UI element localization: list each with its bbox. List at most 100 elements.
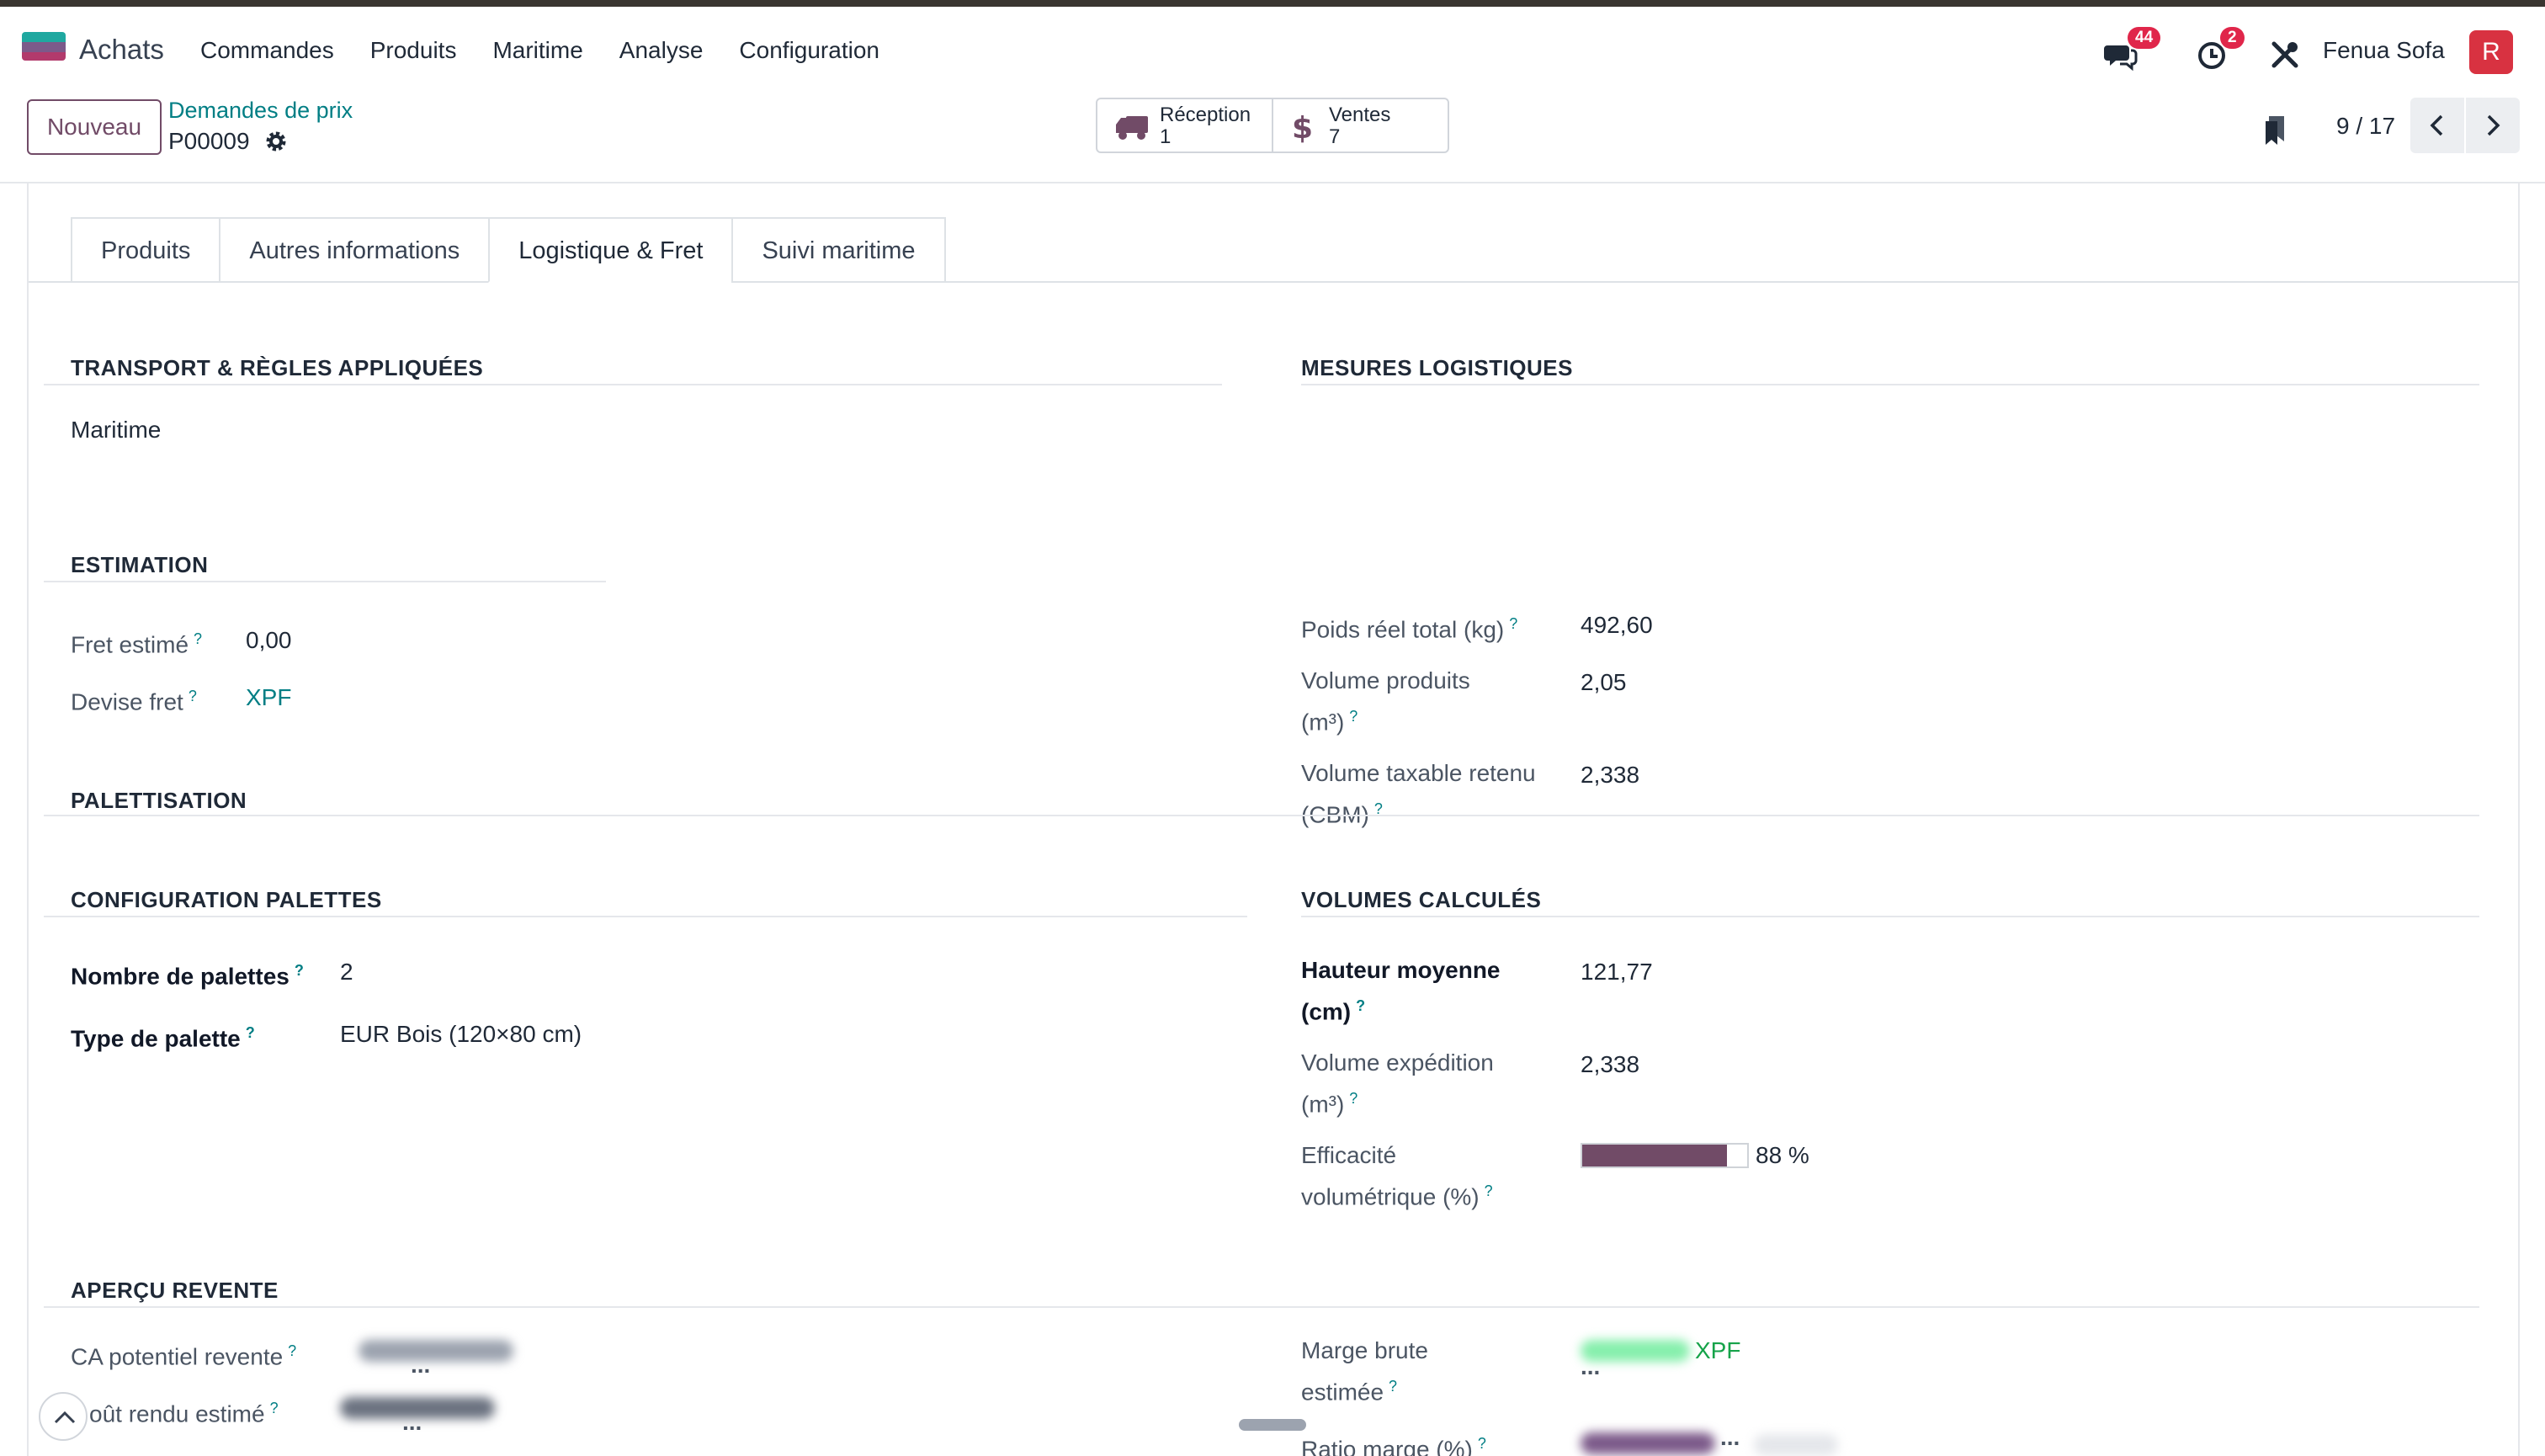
gear-icon[interactable] (264, 130, 288, 153)
volume-taxable-value: 2,338 (1581, 762, 1640, 788)
efficacite-label-l2: volumétrique (%) (1301, 1183, 1480, 1210)
user-avatar[interactable]: R (2469, 30, 2513, 74)
truck-icon (1116, 116, 1148, 140)
smart-button-reception[interactable]: Réception 1 (1097, 99, 1272, 151)
activity-badge: 2 (2220, 27, 2245, 49)
breadcrumb-link[interactable]: Demandes de prix (168, 98, 353, 123)
cout-rendu-value-loading (340, 1397, 495, 1419)
devise-fret-value[interactable]: XPF (246, 684, 292, 710)
reception-label: Réception (1160, 104, 1251, 126)
bottom-drag-handle[interactable] (1239, 1419, 1306, 1431)
cout-rendu-label-text: oût rendu estimé (89, 1400, 265, 1427)
section-divider (44, 384, 1222, 385)
ratio-marge-label: Ratio marge (%)? (1301, 1426, 1486, 1456)
hauteur-moyenne-label: Hauteur moyenne (cm)? (1301, 957, 1501, 1025)
volume-produits-label-l1: Volume produits (1301, 667, 1470, 693)
section-title-mesures: MESURES LOGISTIQUES (1301, 355, 1573, 380)
efficacite-progress-bar (1581, 1143, 1749, 1168)
efficacite-progress-fill (1582, 1145, 1728, 1166)
ratio-marge-value-loading (1581, 1432, 1715, 1454)
section-divider (1301, 916, 2479, 917)
section-divider (44, 815, 2479, 816)
pager-next-button[interactable] (2466, 98, 2520, 153)
fret-estime-value[interactable]: 0,00 (246, 627, 292, 653)
marge-brute-ellipsis: ... (1581, 1353, 1601, 1379)
section-title-revente: APERÇU REVENTE (71, 1278, 279, 1303)
ca-potentiel-value-loading (359, 1340, 513, 1362)
ratio-marge-label-text: Ratio marge (%) (1301, 1436, 1473, 1456)
svg-text:$: $ (1292, 111, 1313, 143)
efficacite-label: Efficacité volumétrique (%)? (1301, 1142, 1493, 1210)
scroll-to-top-button[interactable] (39, 1392, 88, 1441)
bookmark-icon[interactable] (2261, 113, 2289, 146)
section-divider (44, 581, 606, 582)
dollar-icon: $ (1292, 111, 1313, 143)
pager-value[interactable]: 9 / 17 (2336, 113, 2396, 139)
marge-brute-label-l1: Marge brute (1301, 1337, 1428, 1363)
ca-potentiel-label: CA potentiel revente? (71, 1342, 297, 1370)
new-button[interactable]: Nouveau (27, 99, 162, 155)
menu-item-analyse[interactable]: Analyse (619, 37, 704, 63)
hauteur-moyenne-value: 121,77 (1581, 959, 1653, 985)
section-title-config-palettes: CONFIGURATION PALETTES (71, 887, 382, 912)
type-palette-value[interactable]: EUR Bois (120×80 cm) (340, 1021, 582, 1047)
section-divider (44, 916, 1247, 917)
section-divider (1301, 384, 2479, 385)
clock-icon (2198, 42, 2225, 69)
section-title-estimation: ESTIMATION (71, 552, 209, 577)
chevron-right-icon (2487, 114, 2500, 136)
transport-mode: Maritime (71, 417, 162, 443)
volume-taxable-label: Volume taxable retenu (CBM)? (1301, 760, 1536, 828)
poids-label: Poids réel total (kg)? (1301, 615, 1518, 643)
nombre-palettes-value[interactable]: 2 (340, 959, 353, 985)
debug-tools-button[interactable] (2269, 27, 2303, 77)
tab-produits[interactable]: Produits (71, 217, 220, 283)
chevron-up-icon (54, 1411, 76, 1424)
section-divider (44, 1306, 2479, 1308)
marge-brute-label-l2: estimée (1301, 1379, 1384, 1406)
tab-logistique-fret[interactable]: Logistique & Fret (488, 217, 732, 283)
top-menu: Commandes Produits Maritime Analyse Conf… (200, 37, 916, 64)
cout-rendu-ellipsis: ... (402, 1409, 422, 1435)
type-palette-label: Type de palette? (71, 1024, 255, 1052)
volume-expedition-label-l1: Volume expédition (1301, 1049, 1494, 1076)
chevron-left-icon (2430, 114, 2443, 136)
volume-expedition-label: Volume expédition (m³)? (1301, 1049, 1494, 1118)
nombre-palettes-label: Nombre de palettes? (71, 962, 304, 990)
ratio-marge-extra-loading (1754, 1434, 1838, 1456)
reception-count: 1 (1160, 125, 1172, 148)
menu-item-maritime[interactable]: Maritime (492, 37, 583, 63)
section-title-volumes: VOLUMES CALCULÉS (1301, 887, 1542, 912)
ventes-label: Ventes (1329, 104, 1391, 126)
menu-item-produits[interactable]: Produits (369, 37, 457, 63)
record-name: P00009 (168, 128, 250, 154)
devise-fret-label: Devise fret? (71, 688, 197, 715)
main-navbar: Achats Commandes Produits Maritime Analy… (0, 7, 2545, 84)
smart-buttons: Réception 1 $ Ventes 7 (1096, 98, 1449, 153)
ventes-count: 7 (1329, 125, 1341, 148)
app-name[interactable]: Achats (79, 34, 164, 65)
messaging-button[interactable]: 44 (2104, 27, 2161, 77)
app-logo-icon[interactable] (22, 32, 66, 61)
menu-item-configuration[interactable]: Configuration (739, 37, 879, 63)
volume-expedition-value: 2,338 (1581, 1051, 1640, 1077)
tools-icon (2271, 41, 2298, 68)
tab-suivi-maritime[interactable]: Suivi maritime (731, 217, 946, 283)
company-switcher[interactable]: Fenua Sofa (2323, 37, 2445, 63)
activity-button[interactable]: 2 (2197, 27, 2245, 77)
tab-autres-informations[interactable]: Autres informations (219, 217, 489, 283)
menu-item-commandes[interactable]: Commandes (200, 37, 334, 63)
volume-taxable-label-l1: Volume taxable retenu (1301, 760, 1536, 786)
ca-potentiel-ellipsis: ... (411, 1352, 431, 1378)
poids-label-text: Poids réel total (kg) (1301, 616, 1505, 643)
marge-brute-currency: XPF (1695, 1337, 1741, 1363)
volume-produits-value: 2,05 (1581, 669, 1627, 695)
pager-previous-button[interactable] (2410, 98, 2464, 153)
smart-button-ventes[interactable]: $ Ventes 7 (1272, 99, 1448, 151)
devise-fret-label-text: Devise fret (71, 688, 183, 715)
ratio-marge-ellipsis: ... (1720, 1424, 1740, 1450)
control-panel: Nouveau Demandes de prix P00009 Réceptio… (0, 84, 2545, 183)
volume-produits-label: Volume produits (m³)? (1301, 667, 1470, 736)
fret-estime-label: Fret estimé? (71, 630, 203, 658)
tabs-divider (29, 281, 2518, 283)
